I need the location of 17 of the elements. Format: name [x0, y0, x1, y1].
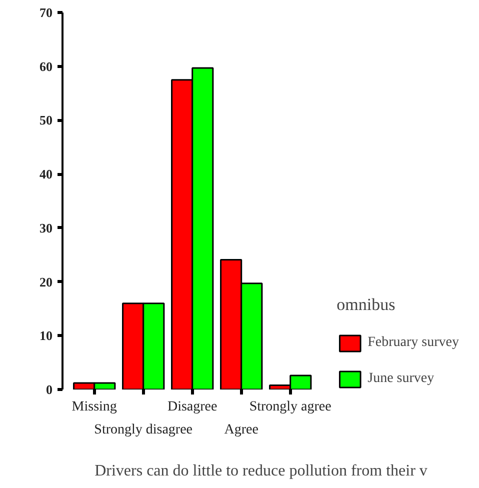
x-tick-label: Agree — [224, 422, 258, 438]
y-tick-label: 0 — [46, 382, 52, 397]
legend-title: omnibus — [336, 295, 396, 315]
x-tick-label: Strongly agree — [249, 400, 332, 414]
y-tick-label: 40 — [40, 166, 52, 182]
y-tick-label: 10 — [40, 328, 52, 344]
x-tick-label: Disagree — [167, 400, 218, 414]
legend-label: February survey — [368, 335, 459, 351]
y-tick-label: 60 — [40, 58, 52, 74]
x-tick-label: Missing — [72, 400, 117, 414]
legend-label: June survey — [368, 371, 434, 387]
y-tick-label: 50 — [40, 112, 52, 128]
x-axis-title: Drivers can do little to reduce pollution from their v — [94, 462, 428, 480]
y-tick-label: 20 — [40, 274, 52, 290]
y-tick-label: 70 — [40, 5, 52, 20]
y-tick-label: 30 — [40, 220, 52, 236]
x-tick-label: Strongly disagree — [94, 422, 193, 438]
